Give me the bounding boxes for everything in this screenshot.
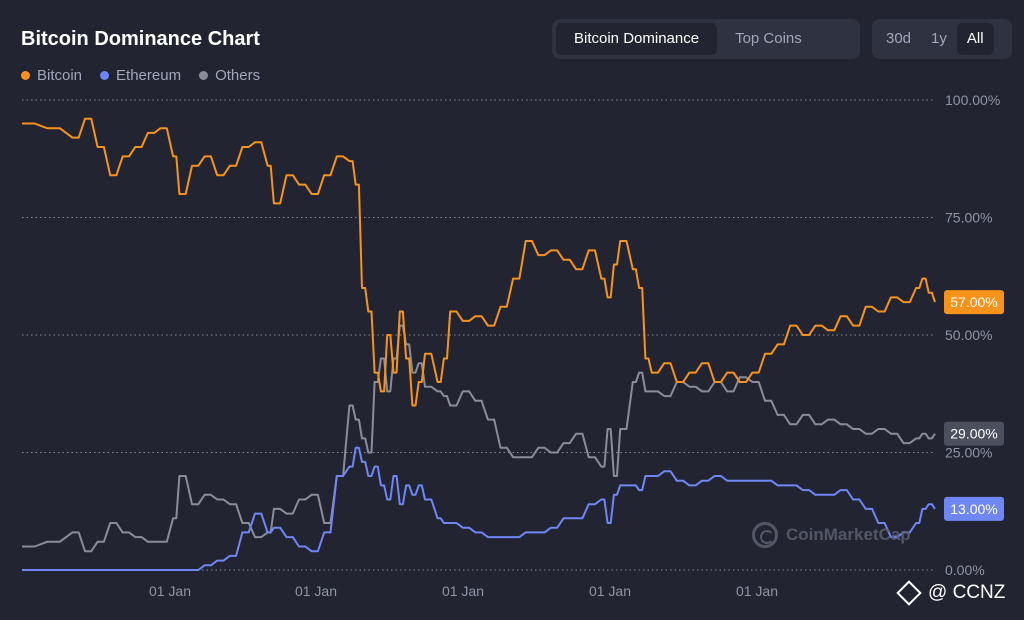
y-tick-label: 50.00% <box>945 327 992 343</box>
diamond-icon <box>896 580 922 606</box>
x-tick-label: 01 Jan <box>295 583 337 599</box>
ethereum-value-tag <box>944 496 1004 521</box>
legend-label-ethereum: Ethereum <box>116 67 182 84</box>
legend-item-others[interactable]: Others <box>199 67 260 84</box>
ethereum-dot-icon <box>100 71 110 80</box>
legend-label-bitcoin: Bitcoin <box>37 67 83 84</box>
x-tick-label: 01 Jan <box>149 583 191 599</box>
bitcoin-value-tag <box>944 290 1004 315</box>
bitcoin-line <box>22 117 936 407</box>
chart-title: Bitcoin Dominance Chart <box>21 28 260 50</box>
credit: @ CCNZ <box>896 580 1006 606</box>
view-toggle: Bitcoin Dominance Top Coins <box>552 19 860 59</box>
bitcoin-dot-icon <box>21 71 30 80</box>
tab-bitcoin-dominance[interactable]: Bitcoin Dominance <box>556 23 718 55</box>
legend-label-others: Others <box>215 67 261 84</box>
range-toggle: 30d 1y All <box>872 19 1012 59</box>
x-tick-label: 01 Jan <box>736 583 778 599</box>
bitcoin-value-tag-text: 57.00% <box>950 294 997 310</box>
y-tick-label: 25.00% <box>945 445 992 461</box>
watermark-text: CoinMarketCap <box>786 525 911 544</box>
range-1y-button[interactable]: 1y <box>931 30 947 47</box>
others-value-tag <box>944 421 1004 446</box>
coinmarketcap-watermark: CoinMarketCap <box>752 522 911 548</box>
range-all-button[interactable]: All <box>956 23 994 55</box>
y-tick-label: 100.00% <box>945 92 1000 108</box>
others-value-tag-text: 29.00% <box>950 426 997 442</box>
x-tick-label: 01 Jan <box>442 583 484 599</box>
y-tick-label: 0.00% <box>945 562 985 578</box>
legend-item-bitcoin[interactable]: Bitcoin <box>21 67 82 84</box>
others-line <box>22 324 936 553</box>
x-tick-label: 01 Jan <box>589 583 631 599</box>
credit-text: @ CCNZ <box>928 582 1006 603</box>
range-30d-button[interactable]: 30d <box>886 30 912 47</box>
ethereum-line <box>22 446 936 571</box>
coinmarketcap-logo-icon <box>752 522 778 548</box>
legend: Bitcoin Ethereum Others <box>21 67 260 84</box>
tab-top-coins[interactable]: Top Coins <box>735 30 802 47</box>
y-tick-label: 75.00% <box>945 210 992 226</box>
legend-item-ethereum[interactable]: Ethereum <box>100 67 181 84</box>
others-dot-icon <box>199 71 209 80</box>
ethereum-value-tag-text: 13.00% <box>950 501 997 517</box>
